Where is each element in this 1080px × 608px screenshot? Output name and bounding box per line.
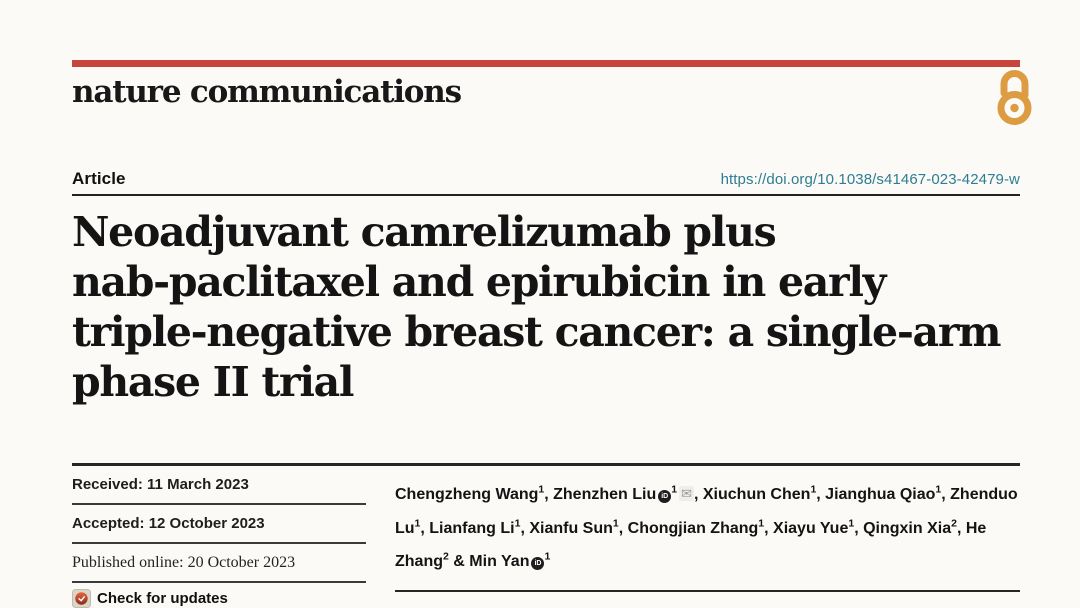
brand-bar	[72, 60, 1020, 67]
published-label: Published online:	[72, 554, 184, 571]
author-list: Chengzheng Wang1, Zhenzhen Liu iD1 ✉, Xiuc…	[395, 466, 1020, 576]
received-value: 11 March 2023	[147, 476, 249, 493]
affiliation-superscript: 2	[443, 550, 449, 563]
author-name: Xiayu Yue	[773, 519, 849, 537]
check-for-updates-label: Check for updates	[97, 590, 228, 607]
open-access-icon	[997, 70, 1032, 125]
accepted-date-row: Accepted: 12 October 2023	[72, 505, 366, 544]
title-line: phase II trial	[72, 358, 354, 406]
article-type-label: Article	[72, 169, 126, 188]
author: He Zhang2 &	[395, 520, 986, 570]
affiliation-superscript: 1	[544, 550, 551, 563]
author-name: Xiuchun Chen	[702, 486, 811, 504]
author-separator: &	[448, 552, 470, 570]
author: Xianfu Sun1,	[529, 517, 628, 537]
author-name: Chongjian Zhang	[627, 519, 759, 537]
author: Zhenzhen Liu iD1 ✉,	[553, 484, 703, 504]
dates-column: Received: 11 March 2023 Accepted: 12 Oct…	[72, 466, 366, 608]
header-rule	[72, 194, 1020, 196]
metadata-section: Received: 11 March 2023 Accepted: 12 Oct…	[72, 463, 1020, 608]
author-name: Chengzheng Wang	[395, 486, 539, 504]
accepted-value: 12 October 2023	[148, 515, 265, 532]
author-name: Qingxin Xia	[863, 519, 952, 537]
author-name: Xianfu Sun	[529, 519, 613, 537]
author: Qingxin Xia2,	[863, 517, 966, 537]
affiliation-superscript: 1	[414, 517, 421, 530]
author: Xiayu Yue1,	[773, 517, 864, 537]
accepted-label: Accepted:	[72, 515, 145, 532]
title-line: Neoadjuvant camrelizumab plus	[72, 208, 777, 256]
author-separator: ,	[420, 519, 430, 537]
title-line: nab-paclitaxel and epirubicin in early	[72, 258, 886, 306]
affiliation-superscript: 1	[538, 484, 545, 496]
crossmark-icon	[72, 589, 91, 608]
received-date-row: Received: 11 March 2023	[72, 466, 366, 505]
author-separator: ,	[816, 486, 826, 504]
affiliation-superscript: 1	[810, 484, 817, 496]
author: Chongjian Zhang1,	[627, 517, 774, 537]
author-name: He Zhang	[395, 519, 987, 570]
affiliation-superscript: 1	[671, 484, 678, 496]
author-separator: ,	[854, 519, 864, 537]
author: Chengzheng Wang1,	[395, 484, 554, 504]
author-separator: ,	[544, 486, 554, 504]
orcid-icon[interactable]: iD	[658, 490, 672, 504]
affiliation-superscript: 1	[935, 484, 942, 496]
author-separator: ,	[618, 519, 628, 537]
affiliation-superscript: 2	[951, 517, 957, 530]
email-icon[interactable]: ✉	[679, 486, 694, 502]
affiliation-superscript: 1	[848, 517, 855, 530]
author-name: Lianfang Li	[429, 519, 515, 537]
author: Min Yan iD1	[469, 550, 551, 570]
journal-logo: nature communications	[72, 74, 462, 110]
article-header-row: Article https://doi.org/10.1038/s41467-0…	[72, 169, 1020, 189]
affiliation-superscript: 1	[758, 517, 765, 530]
published-date-row: Published online: 20 October 2023	[72, 544, 366, 583]
doi-link[interactable]: https://doi.org/10.1038/s41467-023-42479…	[720, 171, 1020, 188]
author-separator: ,	[520, 519, 530, 537]
authors-rule	[395, 589, 1020, 592]
author-name: Zhenzhen Liu	[553, 486, 657, 504]
author: Zhenduo Lu1,	[395, 486, 1018, 536]
received-label: Received:	[72, 476, 143, 493]
author-separator: ,	[941, 486, 951, 504]
author-separator: ,	[693, 486, 703, 504]
author-name: Min Yan	[469, 552, 530, 570]
orcid-icon[interactable]: iD	[531, 556, 545, 570]
author-name: Jianghua Qiao	[825, 486, 936, 504]
title-line: triple-negative breast cancer: a single-…	[72, 308, 1002, 356]
article-title: Neoadjuvant camrelizumab plus nab-paclita…	[72, 207, 1020, 407]
author-separator: ,	[956, 519, 966, 537]
check-for-updates-button[interactable]: Check for updates	[72, 589, 366, 608]
page: nature communications Article https://do…	[72, 0, 1032, 608]
published-value: 20 October 2023	[187, 554, 296, 571]
affiliation-superscript: 1	[514, 517, 521, 530]
author: Lianfang Li1,	[429, 517, 530, 537]
author-separator: ,	[764, 519, 774, 537]
author: Jianghua Qiao1,	[825, 484, 951, 504]
author: Xiuchun Chen1,	[702, 484, 826, 504]
affiliation-superscript: 1	[612, 517, 619, 530]
authors-column: Chengzheng Wang1, Zhenzhen Liu iD1 ✉, Xiuc…	[395, 466, 1020, 608]
author-name: Zhenduo Lu	[395, 486, 1018, 537]
